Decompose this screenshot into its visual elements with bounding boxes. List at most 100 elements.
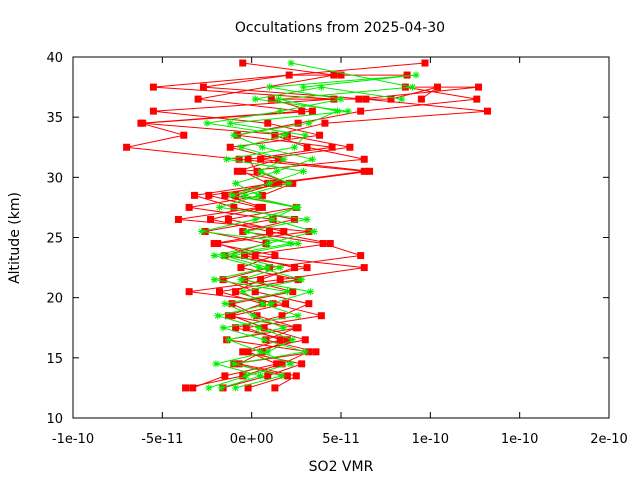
data-point [321, 120, 328, 127]
data-point [225, 216, 232, 223]
data-point [241, 192, 248, 199]
data-point [216, 204, 223, 211]
data-point [211, 252, 218, 259]
data-point [255, 264, 262, 271]
data-point [255, 324, 262, 331]
data-point [277, 264, 284, 271]
data-point [239, 168, 246, 175]
data-point [239, 348, 246, 355]
data-point [273, 168, 280, 175]
data-point [237, 276, 244, 283]
data-point [304, 216, 311, 223]
data-point [345, 108, 352, 115]
data-point [279, 372, 286, 379]
data-point [300, 168, 307, 175]
data-point [357, 252, 364, 259]
y-tick-label: 35 [46, 111, 63, 126]
data-point [286, 180, 293, 187]
data-point [227, 120, 234, 127]
data-point [139, 120, 146, 127]
data-point [220, 324, 227, 331]
data-point [218, 384, 225, 391]
data-point [309, 156, 316, 163]
data-point [237, 264, 244, 271]
data-point [230, 360, 237, 367]
data-point [473, 96, 480, 103]
occultation-chart: -1e-10 -5e-11 0e+00 5e-11 1e-10 1e-10 2e-10101… [0, 0, 640, 480]
data-point [259, 144, 266, 151]
data-point [232, 384, 239, 391]
data-point [189, 384, 196, 391]
data-point [302, 348, 309, 355]
data-point [204, 120, 211, 127]
data-point [266, 180, 273, 187]
data-point [366, 168, 373, 175]
data-point [221, 192, 228, 199]
data-point [273, 360, 280, 367]
data-point [287, 240, 294, 247]
data-point [293, 372, 300, 379]
data-point [298, 360, 305, 367]
chart-title: Occultations from 2025-04-30 [235, 20, 445, 36]
data-point [312, 348, 319, 355]
data-point [211, 240, 218, 247]
data-point [264, 240, 271, 247]
data-point [264, 348, 271, 355]
data-point [230, 132, 237, 139]
data-point [205, 384, 212, 391]
data-point [421, 60, 428, 67]
data-point [212, 360, 219, 367]
data-point [298, 276, 305, 283]
x-tick-label: 1e-10 [501, 432, 539, 447]
data-point [180, 132, 187, 139]
data-point [280, 156, 287, 163]
data-point [250, 312, 257, 319]
data-point [277, 108, 284, 115]
data-point [287, 60, 294, 67]
data-point [229, 192, 236, 199]
data-point [484, 108, 491, 115]
data-point [320, 240, 327, 247]
data-point [293, 324, 300, 331]
x-tick-label: 5e-11 [322, 432, 360, 447]
data-point [295, 312, 302, 319]
data-point [150, 108, 157, 115]
data-point [271, 252, 278, 259]
data-point [271, 384, 278, 391]
data-point [361, 264, 368, 271]
data-point [123, 144, 130, 151]
data-point [327, 240, 334, 247]
data-point [289, 336, 296, 343]
y-tick-label: 30 [46, 171, 63, 186]
data-point [302, 132, 309, 139]
data-point [230, 252, 237, 259]
y-tick-label: 10 [46, 412, 63, 427]
data-point [205, 192, 212, 199]
data-point [311, 228, 318, 235]
data-point [363, 96, 370, 103]
data-point [243, 228, 250, 235]
data-point [268, 216, 275, 223]
data-point [284, 288, 291, 295]
data-point [409, 84, 416, 91]
data-point [398, 96, 405, 103]
data-point [295, 240, 302, 247]
data-point [404, 72, 411, 79]
y-axis-label: Altitude (km) [7, 192, 23, 284]
y-tick-label: 25 [46, 232, 63, 247]
data-point [346, 144, 353, 151]
data-point [266, 228, 273, 235]
data-point [266, 84, 273, 91]
data-point [361, 156, 368, 163]
data-point [261, 336, 268, 343]
data-point [252, 216, 259, 223]
data-point [237, 144, 244, 151]
data-point [418, 96, 425, 103]
data-point [221, 372, 228, 379]
data-point [291, 144, 298, 151]
data-point [287, 360, 294, 367]
data-point [305, 300, 312, 307]
data-point [257, 372, 264, 379]
data-point [357, 108, 364, 115]
data-point [475, 84, 482, 91]
